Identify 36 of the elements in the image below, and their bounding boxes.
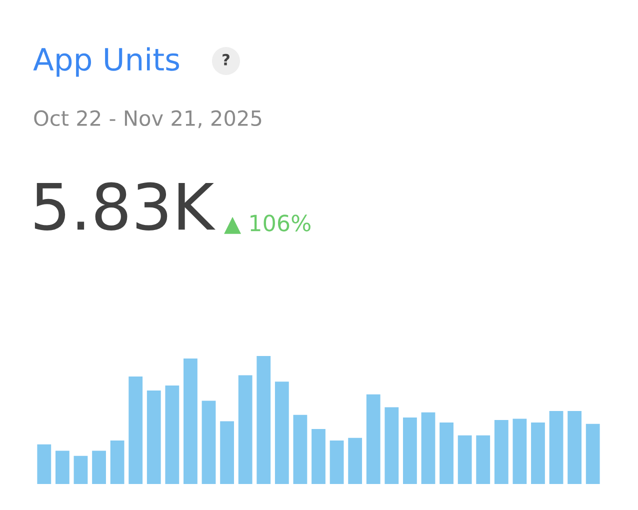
bar [92, 450, 106, 484]
bar [586, 424, 600, 484]
bar [202, 400, 216, 484]
bar [440, 422, 454, 484]
bar [348, 438, 362, 484]
bar [476, 435, 490, 484]
bar [55, 450, 70, 484]
bar [512, 418, 527, 484]
bar [128, 376, 143, 484]
bar [403, 417, 417, 484]
bar [238, 375, 252, 484]
bar [165, 385, 180, 484]
bar [184, 358, 198, 484]
text: 5.83K [34, 182, 216, 231]
bar [384, 407, 399, 484]
bar [110, 440, 124, 484]
bar [549, 411, 564, 484]
chart-title: App Units [33, 47, 180, 77]
text: ▲ 106% [224, 214, 310, 234]
bar [494, 420, 508, 484]
chart-subtitle: Oct 22 - Nov 21, 2025 [34, 110, 262, 128]
bar [37, 444, 52, 484]
bar [366, 394, 380, 484]
bar [74, 456, 88, 484]
bar [146, 390, 161, 484]
bar [458, 435, 472, 484]
bar [421, 412, 436, 484]
bar [256, 356, 271, 484]
bar [293, 414, 308, 484]
bar [330, 440, 344, 484]
bar [220, 421, 234, 484]
bar [568, 411, 582, 484]
bar [274, 382, 289, 484]
bar [531, 422, 545, 484]
text: ? [222, 54, 230, 66]
bar [312, 428, 326, 484]
